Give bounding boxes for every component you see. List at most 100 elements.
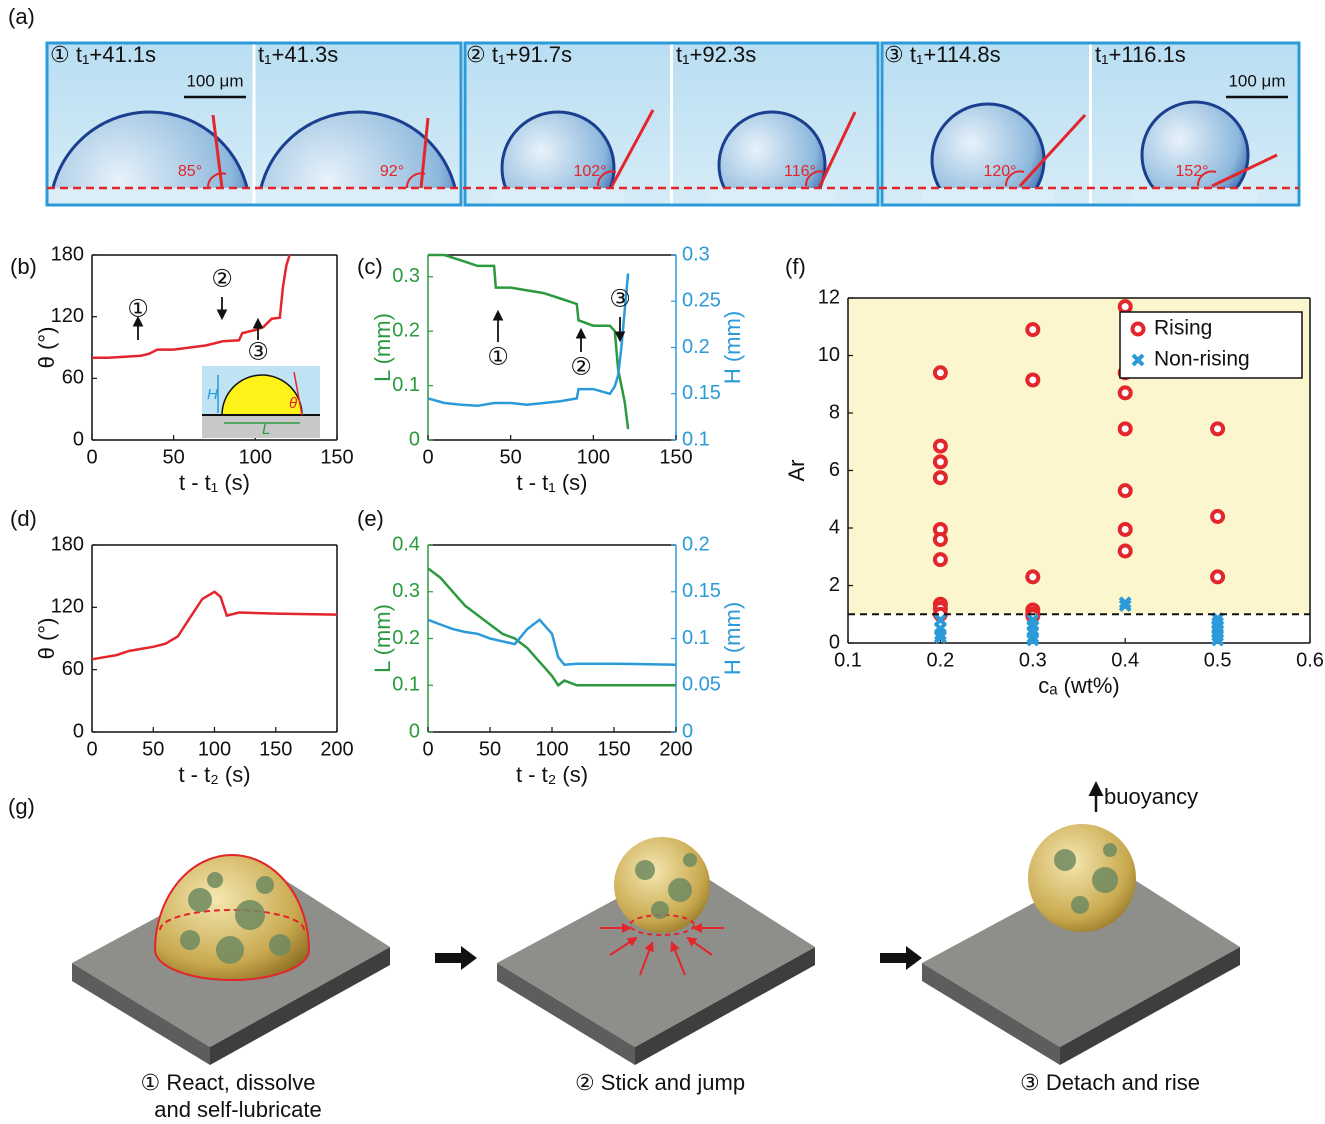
inset-solid [202,415,320,438]
frame-time: ① t₁+41.1s [50,42,156,67]
bubble [683,853,697,867]
marker-o [935,367,946,378]
step-caption: ① React, dissolve [140,1070,315,1095]
y2-axis-label: H (mm) [720,602,745,675]
contact-angle: 120° [983,163,1016,180]
frame-time: ② t₁+91.7s [466,42,572,67]
y2-axis-label: H (mm) [720,311,745,384]
bubble [256,876,274,894]
bubble [1054,849,1076,871]
step-caption: ② Stick and jump [575,1070,745,1095]
marker-o [935,534,946,545]
x-tick-label: 150 [320,446,353,468]
bubble [269,934,291,956]
frame-time: t₁+92.3s [676,42,756,67]
y2-tick-label: 0.25 [682,290,721,312]
x-tick-label: 0.4 [1111,649,1139,671]
data-line [428,568,676,685]
annotation: ② [211,265,233,292]
y-tick-label: 0.3 [392,580,420,602]
marker-o [1212,571,1223,582]
x-tick-label: 100 [577,446,610,468]
y-tick-label: 60 [62,658,84,680]
marker-o [1120,423,1131,434]
x-tick-label: 0.5 [1204,649,1232,671]
x-tick-label: 50 [500,446,522,468]
y-tick-label: 0.2 [392,319,420,341]
x-tick-label: 150 [259,738,292,760]
x-tick-label: 100 [239,446,272,468]
frame-time: ③ t₁+114.8s [884,42,1001,67]
marker-o [935,554,946,565]
annotation: ① [487,343,509,370]
bubble [1103,843,1117,857]
y2-tick-label: 0.05 [682,674,721,696]
inset-length: L [262,421,270,438]
y-axis-label: L (mm) [370,604,395,673]
y-tick-label: 0 [409,720,420,742]
y2-tick-label: 0.1 [682,627,710,649]
y2-tick-label: 0.2 [682,533,710,555]
data-line [428,274,628,406]
x-tick-label: 0 [422,446,433,468]
panel-label: (g) [8,794,35,819]
y-tick-label: 0 [73,428,84,450]
bubble [651,901,669,919]
step-arrow [880,946,922,970]
x-axis-label: t - t₁ (s) [517,470,588,495]
x-tick-label: 0 [422,738,433,760]
y-axis-label: θ (°) [34,618,59,660]
step-caption: ③ Detach and rise [1020,1070,1200,1095]
y2-tick-label: 0.1 [682,428,710,450]
bubble [235,900,265,930]
contact-angle: 102° [573,163,606,180]
y-tick-label: 0.3 [392,265,420,287]
x-axis-label: t - t₂ (s) [516,762,588,787]
y-axis-label: L (mm) [370,313,395,382]
y-tick-label: 12 [818,286,840,308]
bubble [216,936,244,964]
x-tick-label: 50 [142,738,164,760]
y-tick-label: 10 [818,344,840,366]
contact-angle: 85° [178,163,202,180]
y-tick-label: 4 [829,516,840,538]
y-tick-label: 8 [829,401,840,423]
x-tick-label: 50 [479,738,501,760]
bubble [180,930,200,950]
data-line [428,620,676,665]
contact-angle: 116° [784,163,816,180]
y2-tick-label: 0.3 [682,243,710,265]
y-tick-label: 0 [829,631,840,653]
scale-bar-label: 100 μm [186,71,243,90]
x-tick-label: 0 [86,738,97,760]
bubble [188,888,212,912]
legend-label: Non-rising [1154,348,1250,371]
x-tick-label: 0.2 [926,649,954,671]
marker-o [1027,324,1038,335]
x-tick-label: 100 [198,738,231,760]
y-tick-label: 180 [51,533,84,555]
y-tick-label: 0.4 [392,533,420,555]
panel-label: (e) [357,506,384,531]
step-arrow [435,946,477,970]
y-tick-label: 0 [409,428,420,450]
marker-o [1027,571,1038,582]
y-axis-label: Ar [784,460,809,482]
x-axis-label: t - t₁ (s) [179,470,250,495]
y-tick-label: 120 [51,305,84,327]
y2-tick-label: 0.2 [682,336,710,358]
data-line [428,255,628,429]
contact-angle: 92° [380,163,404,180]
annotation: ③ [247,338,269,365]
frame-time: t₁+116.1s [1095,42,1186,67]
y-tick-label: 6 [829,459,840,481]
y-tick-label: 180 [51,243,84,265]
y-tick-label: 2 [829,574,840,596]
y-tick-label: 0.1 [392,674,420,696]
marker-o [935,441,946,452]
x-tick-label: 150 [597,738,630,760]
legend-label: Rising [1154,317,1212,340]
data-line [92,592,337,660]
inset-angle: θ [289,395,297,412]
marker-o [1120,485,1131,496]
